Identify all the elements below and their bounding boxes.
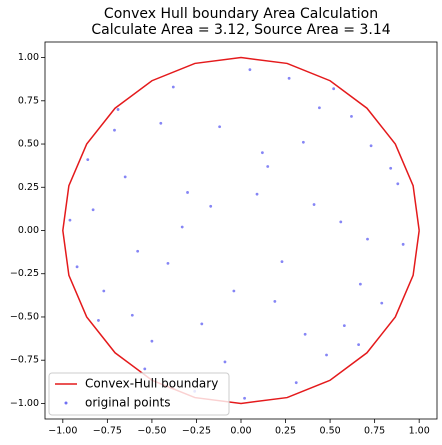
point xyxy=(248,68,252,72)
point xyxy=(180,225,184,229)
point xyxy=(312,203,316,206)
point xyxy=(223,360,227,364)
point xyxy=(218,125,222,129)
point xyxy=(358,282,362,286)
hull-line xyxy=(62,56,420,405)
point xyxy=(116,108,120,111)
legend-box xyxy=(48,372,230,416)
point xyxy=(303,332,307,336)
point xyxy=(266,165,270,168)
point xyxy=(396,182,400,186)
axes-frame xyxy=(44,41,438,420)
point xyxy=(113,128,116,132)
point xyxy=(200,322,204,326)
y-tick-label: 1.00 xyxy=(18,52,39,63)
point xyxy=(91,208,95,212)
point xyxy=(68,218,72,222)
chart-subtitle: Calculate Area = 3.12, Source Area = 3.1… xyxy=(91,22,390,38)
point xyxy=(350,114,353,118)
point xyxy=(86,158,90,161)
y-tick-label: 0.25 xyxy=(18,182,39,193)
x-tick-label: −0.50 xyxy=(137,426,166,437)
legend-label: original points xyxy=(85,396,171,410)
x-tick-label: −1.00 xyxy=(48,426,77,437)
legend-label: Convex-Hull boundary xyxy=(85,377,218,391)
point xyxy=(159,121,163,125)
point xyxy=(342,324,346,328)
point xyxy=(280,260,284,264)
y-tick-label: −0.50 xyxy=(10,311,39,322)
y-tick-label: 0.00 xyxy=(18,225,39,236)
point xyxy=(294,381,298,385)
point xyxy=(255,192,259,196)
y-tick-label: −1.00 xyxy=(10,398,39,409)
point xyxy=(123,175,127,179)
point xyxy=(136,249,140,253)
y-tick-label: −0.25 xyxy=(10,268,39,279)
point xyxy=(318,106,321,110)
point xyxy=(401,242,405,246)
point xyxy=(380,301,384,305)
point xyxy=(287,76,291,80)
point xyxy=(97,319,100,322)
y-tick-label: 0.50 xyxy=(18,139,39,150)
x-tick-label: 0.75 xyxy=(364,426,385,437)
point xyxy=(366,237,369,241)
point xyxy=(332,87,336,91)
point xyxy=(243,396,246,400)
x-tick-label: 0.00 xyxy=(230,426,251,437)
point xyxy=(301,140,305,144)
point xyxy=(171,85,175,89)
point xyxy=(273,300,277,303)
point xyxy=(232,289,236,293)
y-tick-label: −0.75 xyxy=(10,355,39,366)
point xyxy=(369,144,373,148)
chart-title: Convex Hull boundary Area Calculation xyxy=(104,6,378,22)
point xyxy=(339,220,343,224)
point xyxy=(75,265,79,269)
point xyxy=(102,289,106,293)
y-tick-label: 0.75 xyxy=(18,95,39,106)
point xyxy=(325,353,328,357)
x-tick-label: 0.50 xyxy=(320,426,341,437)
x-tick-label: −0.75 xyxy=(93,426,122,437)
point xyxy=(209,204,213,208)
x-tick-label: 1.00 xyxy=(409,426,430,437)
point xyxy=(186,191,189,194)
x-tick-label: −0.25 xyxy=(182,426,211,437)
point xyxy=(357,343,360,347)
point xyxy=(130,313,134,317)
point-series xyxy=(68,68,405,400)
point xyxy=(166,261,170,265)
legend-swatch xyxy=(64,401,68,405)
point xyxy=(260,151,264,155)
point xyxy=(389,166,393,170)
point xyxy=(150,339,154,343)
point xyxy=(143,367,147,371)
x-tick-label: 0.25 xyxy=(275,426,296,437)
